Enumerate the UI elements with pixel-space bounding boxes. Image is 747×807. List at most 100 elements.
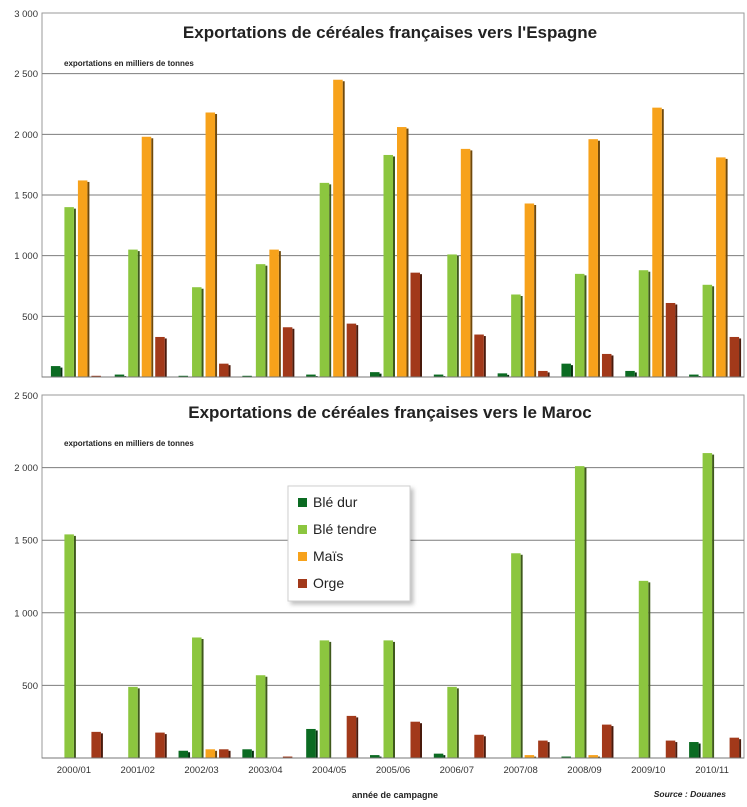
maroc-chart-subtitle: exportations en milliers de tonnes	[64, 439, 194, 448]
espagne-bar-shadow	[675, 304, 678, 377]
espagne-bar-shadow	[379, 373, 382, 377]
espagne-bar-orge-2002-03	[219, 363, 229, 377]
espagne-bar-ble-tendre-2002-03	[192, 287, 202, 377]
maroc-bar-orge-2008-09	[601, 724, 612, 758]
espagne-bar-shadow	[597, 140, 600, 377]
espagne-bar-ble-dur-2005-06	[370, 372, 380, 377]
espagne-bar-shadow	[137, 251, 140, 377]
maroc-bar-shadow	[315, 730, 318, 758]
x-tick-label: 2008/09	[567, 765, 601, 776]
espagne-bar-shadow	[228, 365, 231, 377]
maroc-bar-ble-tendre-2002-03	[192, 637, 202, 758]
espagne-bar-shadow	[739, 338, 742, 377]
espagne-bar-ble-dur-2007-08	[497, 373, 508, 377]
espagne-bar-ble-tendre-2007-08	[511, 294, 521, 377]
maroc-bar-shadow	[379, 756, 382, 758]
espagne-bar-shadow	[329, 184, 332, 377]
espagne-bar-shadow	[470, 150, 473, 377]
espagne-bar-mais-2001-02	[141, 136, 152, 377]
maroc-bar-ble-dur-2003-04	[242, 749, 252, 758]
espagne-bar-shadow	[547, 372, 550, 377]
maroc-bar-shadow	[712, 454, 715, 758]
maroc-bar-shadow	[675, 742, 678, 758]
legend-swatch-ble-tendre	[298, 525, 307, 534]
maroc-bar-ble-tendre-2009-10	[638, 580, 649, 758]
espagne-bar-ble-tendre-2006-07	[447, 254, 457, 377]
maroc-bar-shadow	[648, 582, 651, 758]
espagne-bar-ble-tendre-2004-05	[319, 182, 330, 377]
legend-label-orge: Orge	[313, 575, 344, 591]
maroc-bar-shadow	[265, 676, 268, 758]
maroc-bar-shadow	[164, 734, 167, 758]
espagne-bar-shadow	[420, 274, 422, 377]
espagne-bar-ble-dur-2009-10	[625, 370, 635, 377]
espagne-bar-mais-2010-11	[716, 157, 726, 377]
maroc-y-tick-label: 500	[22, 681, 38, 692]
maroc-bar-orge-2006-07	[474, 734, 484, 758]
legend-label-ble-dur: Blé dur	[313, 494, 358, 510]
espagne-bar-ble-dur-2003-04	[242, 375, 252, 377]
espagne-y-tick-label: 500	[22, 312, 38, 323]
maroc-bar-ble-tendre-2004-05	[319, 640, 330, 758]
espagne-bar-shadow	[661, 109, 664, 377]
maroc-bar-orge-2007-08	[538, 740, 548, 758]
espagne-bar-shadow	[534, 204, 537, 377]
espagne-bar-shadow	[164, 338, 167, 377]
maroc-bar-shadow	[73, 535, 76, 758]
espagne-bar-shadow	[73, 208, 76, 377]
maroc-bar-ble-dur-2006-07	[433, 753, 444, 758]
maroc-bar-shadow	[520, 554, 523, 758]
espagne-bar-shadow	[356, 325, 359, 377]
maroc-chart-title: Exportations de céréales françaises vers…	[188, 403, 591, 422]
maroc-bar-orge-2001-02	[155, 732, 165, 758]
maroc-bar-shadow	[201, 638, 204, 758]
espagne-bar-ble-dur-2006-07	[433, 374, 444, 377]
maroc-bar-shadow	[100, 733, 103, 758]
espagne-bar-orge-2000-01	[91, 375, 101, 377]
espagne-bar-ble-tendre-2009-10	[638, 270, 649, 377]
legend: Blé dur Blé tendre Maïs Orge	[287, 485, 411, 602]
x-tick-label: 2006/07	[440, 765, 474, 776]
maroc-bar-shadow	[483, 736, 486, 758]
espagne-bar-mais-2002-03	[205, 112, 216, 377]
maroc-bar-shadow	[739, 739, 742, 758]
espagne-bar-ble-dur-2000-01	[50, 366, 61, 377]
espagne-bar-ble-tendre-2003-04	[255, 264, 266, 377]
espagne-bar-shadow	[507, 374, 510, 377]
espagne-chart: 500 1 000 1 500 2 000 2 500 3 000 Exportation…	[14, 9, 745, 378]
x-tick-label: 2005/06	[376, 765, 410, 776]
maroc-bar-shadow	[698, 743, 701, 758]
espagne-bar-mais-2003-04	[269, 249, 279, 377]
espagne-bar-mais-2007-08	[524, 203, 535, 377]
maroc-bar-mais-2007-08	[524, 755, 535, 758]
espagne-bar-ble-dur-2002-03	[178, 375, 189, 377]
espagne-bar-shadow	[584, 275, 587, 377]
maroc-bar-shadow	[420, 723, 422, 758]
maroc-y-tick-label: 1 000	[14, 608, 38, 619]
espagne-bar-mais-2000-01	[77, 180, 88, 377]
espagne-bar-shadow	[292, 328, 295, 377]
legend-swatch-mais	[298, 552, 307, 561]
espagne-bar-shadow	[151, 138, 154, 377]
x-tick-label: 2002/03	[184, 765, 218, 776]
maroc-bar-orge-2003-04	[282, 756, 293, 758]
espagne-bar-shadow	[87, 181, 90, 377]
maroc-bar-ble-tendre-2001-02	[128, 686, 138, 758]
espagne-bar-ble-tendre-2001-02	[128, 249, 138, 377]
maroc-bar-mais-2008-09	[588, 755, 598, 758]
x-tick-label: 2004/05	[312, 765, 346, 776]
espagne-bar-shadow	[278, 251, 281, 377]
espagne-bar-shadow	[406, 128, 409, 377]
x-axis-label: année de campagne	[352, 790, 438, 800]
maroc-y-tick-label: 1 500	[14, 536, 38, 547]
maroc-bar-ble-tendre-2000-01	[64, 534, 74, 758]
maroc-bar-shadow	[597, 756, 600, 758]
maroc-bar-ble-dur-2004-05	[306, 728, 316, 758]
espagne-bar-shadow	[725, 158, 728, 377]
espagne-bar-ble-dur-2008-09	[561, 363, 571, 377]
x-tick-label: 2000/01	[57, 765, 91, 776]
maroc-bar-ble-dur-2010-11	[689, 742, 699, 758]
espagne-bar-ble-tendre-2000-01	[64, 207, 74, 377]
maroc-bar-shadow	[456, 688, 459, 758]
maroc-bar-ble-tendre-2005-06	[383, 640, 393, 758]
